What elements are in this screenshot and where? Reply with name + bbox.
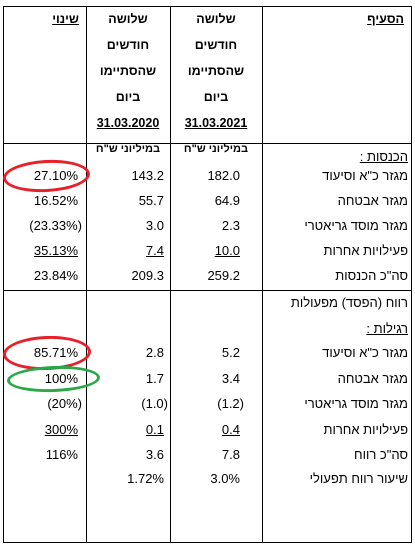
operating-margin-2021: 3.0% <box>210 471 240 486</box>
header-2020-line1: שלושה <box>108 12 148 26</box>
revenue-total-value-2021: 259.2 <box>207 268 240 283</box>
grid-line-3 <box>262 6 263 543</box>
grid-line-bottom <box>3 542 412 543</box>
revenue-row-value-2021: 64.9 <box>214 193 240 208</box>
profit-row-value-2021: 5.2 <box>221 345 240 360</box>
profit-total-change: 116% <box>45 447 78 462</box>
grid-line-top <box>3 6 412 7</box>
header-separator <box>3 143 412 144</box>
revenue-total-change: 23.84% <box>33 268 78 283</box>
header-change: שינוי <box>3 6 86 32</box>
revenue-row-value-2020: 3.0 <box>145 218 164 233</box>
revenue-row-change: 27.10% <box>33 168 78 183</box>
header-2021-line3: שהסתיימו <box>187 64 245 78</box>
revenue-row-change: 16.52% <box>33 193 78 208</box>
revenue-row-label: פעילויות אחרות <box>323 243 408 258</box>
profit-row-value-2020: 1.7 <box>145 371 164 386</box>
header-change-label: שינוי <box>52 12 79 26</box>
profit-title: רווח (הפסד) מפעולות <box>290 295 408 310</box>
section-separator <box>3 290 412 291</box>
profit-row-label: מגזר כ"א וסיעוד <box>322 345 408 360</box>
profit-row-value-2021: 0.4 <box>221 422 240 437</box>
profit-row-label: פעילויות אחרות <box>323 422 408 437</box>
revenue-row-change: 35.13% <box>33 243 78 258</box>
profit-row-value-2021: 3.4 <box>221 371 240 386</box>
profit-row-value-2021: (1.2) <box>217 396 244 411</box>
revenue-row-value-2020: 55.7 <box>138 193 164 208</box>
red-highlight-oval <box>2 157 91 195</box>
header-2021: שלושה חודשים שהסתיימו ביום 31.03.2021 במ… <box>170 6 262 162</box>
grid-line-1 <box>86 6 87 543</box>
grid-line-left <box>3 6 4 543</box>
operating-margin-label: שיעור רווח תפעולי <box>309 471 408 486</box>
revenue-row-change: (23.33%) <box>29 218 82 233</box>
revenue-row-label: מגזר כ"א וסיעוד <box>322 168 408 183</box>
profit-total-label: סה"כ רווח <box>354 447 408 462</box>
header-section: הסעיף <box>262 6 411 32</box>
header-2020: שלושה חודשים שהסתיימו ביום 31.03.2020 במ… <box>86 6 170 162</box>
header-2020-line3: שהסתיימו <box>99 64 157 78</box>
header-2020-unit: במיליוני ש"ח <box>95 143 161 155</box>
profit-row-value-2020: (1.0) <box>141 396 168 411</box>
revenue-total-value-2020: 209.3 <box>131 268 164 283</box>
profit-row-change: 100% <box>44 371 78 386</box>
profit-row-value-2020: 2.8 <box>145 345 164 360</box>
operating-margin-2020: 1.72% <box>127 471 164 486</box>
grid-line-2 <box>170 6 171 543</box>
profit-row-label: מגזר אבטחה <box>337 371 408 386</box>
profit-row-label: מגזר מוסד גריאטרי <box>304 396 408 411</box>
profit-total-value-2020: 3.6 <box>145 447 164 462</box>
profit-row-change: 85.71% <box>33 345 78 360</box>
profit-row-change: 300% <box>44 422 78 437</box>
revenue-row-value-2021: 182.0 <box>207 168 240 183</box>
header-section-label: הסעיף <box>367 12 404 26</box>
header-2021-unit: במיליוני ש"ח <box>183 143 249 155</box>
profit-row-change: (20%) <box>47 396 82 411</box>
header-2021-line1: שלושה <box>196 12 236 26</box>
profit-subtitle: רגילות : <box>366 321 408 336</box>
header-2021-line4: ביום <box>203 90 229 104</box>
header-2020-date: 31.03.2020 <box>96 116 160 130</box>
profit-total-value-2021: 7.8 <box>221 447 240 462</box>
header-2020-line2: חודשים <box>106 38 150 52</box>
header-2020-line4: ביום <box>115 90 141 104</box>
profit-row-value-2020: 0.1 <box>145 422 164 437</box>
header-2021-date: 31.03.2021 <box>184 116 248 130</box>
revenue-total-label: סה"כ הכנסות <box>335 268 408 283</box>
revenue-row-value-2021: 10.0 <box>214 243 240 258</box>
revenue-row-value-2020: 143.2 <box>131 168 164 183</box>
grid-line-right <box>411 6 412 543</box>
header-2021-line2: חודשים <box>194 38 238 52</box>
revenue-row-label: מגזר מוסד גריאטרי <box>304 218 408 233</box>
revenue-row-value-2021: 2.3 <box>221 218 240 233</box>
revenue-row-value-2020: 7.4 <box>145 243 164 258</box>
revenue-row-label: מגזר אבטחה <box>337 193 408 208</box>
revenue-title: הכנסות : <box>359 149 408 164</box>
